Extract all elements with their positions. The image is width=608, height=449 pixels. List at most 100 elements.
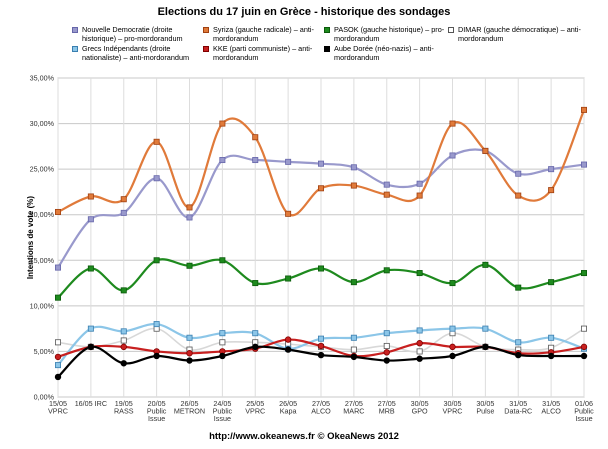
data-point — [383, 191, 390, 198]
data-point — [317, 265, 324, 272]
x-tick-label: 27/05 ALCO — [311, 399, 331, 416]
legend-label-kke: KKE (parti communiste) – anti-mordorandu… — [213, 44, 313, 62]
data-point — [416, 348, 423, 355]
x-tick-label-line: 27/05 — [312, 399, 330, 408]
data-point — [55, 362, 62, 369]
data-point — [120, 209, 127, 216]
data-point — [285, 210, 292, 217]
data-point — [87, 343, 95, 351]
data-point — [515, 284, 522, 291]
data-point — [55, 294, 62, 301]
x-tick-label-line: 30/05 — [476, 399, 494, 408]
data-point — [482, 261, 489, 268]
x-tick-label: 26/05 Kapa — [279, 399, 297, 416]
x-tick-label-line: METRON — [174, 407, 205, 416]
data-point — [153, 352, 160, 360]
data-point — [548, 166, 555, 173]
data-point — [87, 193, 94, 200]
data-point — [416, 270, 423, 277]
data-point — [55, 208, 62, 215]
x-tick-label-line: GPO — [412, 407, 428, 416]
x-tick-label-line: 31/05 — [509, 399, 527, 408]
x-tick-label-line: MRB — [379, 407, 395, 416]
data-point — [120, 360, 127, 367]
legend-label-anel: Grecs Indépendants (droite nationaliste)… — [82, 44, 190, 62]
data-point — [350, 334, 357, 341]
x-tick-label-line: 31/05 — [542, 399, 560, 408]
data-point — [383, 181, 390, 188]
data-point — [186, 262, 193, 269]
data-point — [219, 330, 226, 337]
x-tick-label-line: 30/05 — [444, 399, 462, 408]
x-tick-label-line: RASS — [114, 407, 134, 416]
legend-item-syriza: Syriza (gauche radicale) – anti-mordoran… — [203, 25, 337, 43]
x-tick-label-line: 01/06 — [575, 399, 593, 408]
y-tick-label: 35,00% — [30, 74, 55, 83]
legend-label-pasok: PASOK (gauche historique) – pro-mordoran… — [334, 25, 445, 43]
x-tick-label: 27/05 MRB — [378, 399, 396, 416]
data-point — [186, 357, 193, 364]
data-point — [350, 346, 357, 353]
data-point — [449, 325, 456, 332]
y-tick-label: 0,00% — [34, 393, 55, 402]
legend-item-kke: KKE (parti communiste) – anti-mordorandu… — [203, 44, 337, 62]
legend-item-anel: Grecs Indépendants (droite nationaliste)… — [72, 44, 206, 62]
x-tick-label: 01/06 Public Issue — [574, 399, 594, 423]
legend-label-syriza: Syriza (gauche radicale) – anti-mordoran… — [213, 25, 314, 43]
x-tick-label: 30/05 GPO — [411, 399, 429, 416]
x-tick-label-line: 26/05 — [279, 399, 297, 408]
x-tick-label-line: ALCO — [311, 407, 331, 416]
data-point — [87, 325, 94, 332]
data-point — [54, 353, 62, 361]
data-point — [219, 339, 226, 346]
data-point — [482, 343, 489, 351]
data-point — [548, 279, 555, 286]
data-point — [153, 138, 160, 145]
data-point — [219, 120, 226, 127]
data-point — [120, 328, 127, 335]
x-tick-label-line: 30/05 — [411, 399, 429, 408]
legend-marker-pasok — [324, 27, 330, 33]
data-point — [120, 343, 127, 351]
x-tick-label: 31/05 ALCO — [541, 399, 561, 416]
data-point — [383, 349, 390, 356]
data-point — [186, 204, 193, 211]
data-point — [317, 185, 324, 192]
data-point — [515, 351, 522, 359]
data-point — [482, 147, 489, 154]
data-point — [482, 325, 489, 332]
x-tick-label: 31/05 Data-RC — [504, 399, 532, 416]
data-point — [285, 275, 292, 282]
x-tick-label: 25/05 VPRC — [245, 399, 265, 416]
x-tick-label-line: 27/05 — [378, 399, 396, 408]
y-tick-label: 20,00% — [30, 210, 55, 219]
x-tick-label: 20/05 Public Issue — [147, 399, 167, 423]
x-tick-label-line: VPRC — [245, 407, 265, 416]
x-tick-label-line: MARC — [343, 407, 364, 416]
legend-label-nd: Nouvelle Democratie (droite historique) … — [82, 25, 183, 43]
data-point — [55, 264, 62, 271]
y-tick-label: 10,00% — [30, 301, 55, 310]
data-point — [317, 335, 324, 342]
data-point — [87, 216, 94, 223]
x-tick-label-line: Public — [574, 407, 594, 416]
data-point — [449, 352, 456, 360]
legend-label-dimar: DIMAR (gauche démocratique) – anti-mordo… — [458, 25, 581, 43]
data-point — [548, 334, 555, 341]
x-tick-label-line: 25/05 — [246, 399, 264, 408]
x-tick-label-line: 27/05 — [345, 399, 363, 408]
chart-footer: http://www.okeanews.fr © OkeaNews 2012 — [209, 431, 399, 442]
data-point — [449, 120, 456, 127]
x-tick-label-line: 16/05 IRC — [75, 399, 107, 408]
x-tick-label: 16/05 IRC — [75, 399, 107, 408]
data-point — [120, 196, 127, 203]
data-point — [581, 270, 588, 277]
data-point — [120, 337, 127, 344]
data-point — [416, 355, 423, 362]
data-point — [219, 257, 226, 264]
x-tick-label-line: Pulse — [476, 407, 494, 416]
legend-marker-nd — [72, 27, 78, 33]
data-point — [219, 157, 226, 164]
x-tick-label-line: 19/05 — [115, 399, 133, 408]
x-tick-label: 30/05 VPRC — [443, 399, 463, 416]
